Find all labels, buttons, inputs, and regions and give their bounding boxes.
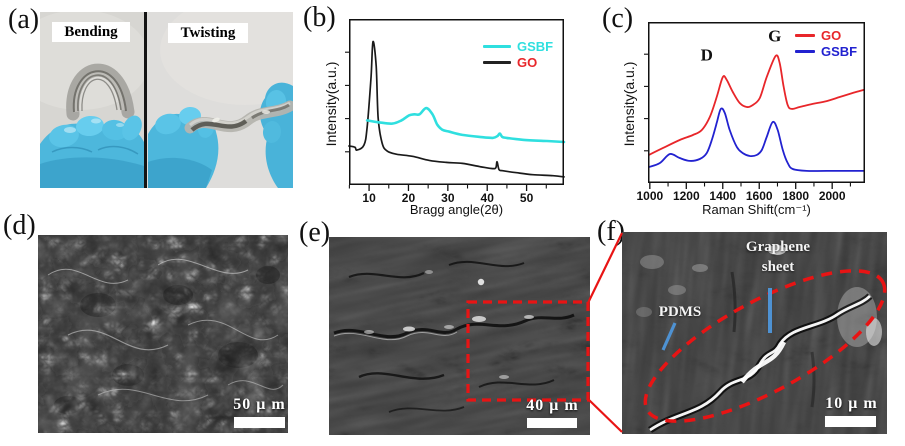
legend-item-GO: GO [795, 27, 857, 43]
x-tick-label: 1200 [673, 189, 700, 203]
panel-e-label: (e) [299, 217, 331, 248]
xrd-chart: 10 20 30 40 50 [345, 19, 566, 205]
raman-x-axis-label: Raman Shift(cm⁻¹) [702, 202, 811, 217]
x-tick-label: 1400 [709, 189, 736, 203]
sem-image-foam: 50 μ m [38, 235, 288, 433]
scale-bar-e [527, 418, 577, 428]
x-tick-label: 1800 [782, 189, 809, 203]
raman-chart: 1000 1200 1400 1600 1800 2000 D G [636, 22, 865, 203]
legend-label: GSBF [821, 43, 858, 59]
legend-line-sample [795, 33, 815, 37]
series-line-GO [348, 40, 565, 178]
graphene-region-ellipse [643, 269, 887, 423]
zoom-region-box [466, 300, 590, 402]
panel-c-label: (c) [602, 3, 634, 34]
x-tick-label: 30 [441, 191, 455, 205]
legend-line-sample [483, 60, 511, 64]
plot-frame [648, 22, 865, 183]
graphene-sheet-label: Graphene sheet [745, 239, 811, 275]
legend-item-GSBF: GSBF [483, 38, 553, 54]
series-line-GSBF [648, 107, 865, 172]
scale-bar-label-e: 40 μ m [526, 397, 579, 414]
xrd-x-axis-label: Bragg angle(2θ) [409, 202, 504, 217]
xrd-y-axis-label: Intensity(a.u.) [323, 61, 339, 147]
panel-b-label: (b) [303, 2, 336, 33]
twisting-caption: Twisting [168, 23, 248, 43]
legend-item-GO: GO [483, 54, 553, 70]
series-line-GSBF [365, 106, 566, 144]
scale-bar-d [234, 417, 285, 428]
legend-label: GO [517, 54, 538, 70]
sem-zoom-texture [622, 232, 887, 434]
x-tick-label: 20 [402, 191, 416, 205]
sem-image-composite: 40 μ m [329, 237, 590, 435]
series-line-GO [648, 54, 865, 156]
panel-a-label: (a) [8, 4, 40, 35]
bending-caption: Bending [52, 22, 130, 42]
raman-legend: GO GSBF [795, 27, 857, 59]
x-tick-label: 2000 [819, 189, 846, 203]
x-tick-label: 1600 [746, 189, 773, 203]
xrd-legend: GSBF GO [483, 38, 553, 70]
legend-label: GSBF [517, 38, 554, 54]
pdms-pointer-line [661, 322, 677, 351]
panel-a-photos: Bending Twisting [40, 12, 293, 188]
pdms-label: PDMS [658, 304, 702, 320]
legend-item-GSBF: GSBF [795, 43, 857, 59]
legend-line-sample [795, 49, 815, 53]
x-tick-label: 1000 [636, 189, 663, 203]
x-tick-label: 40 [481, 191, 495, 205]
legend-line-sample [483, 44, 511, 48]
x-tick-label: 10 [362, 191, 376, 205]
panel-d-label: (d) [3, 210, 36, 241]
x-tick-label: 50 [520, 191, 534, 205]
raman-y-axis-label: Intensity(a.u.) [621, 61, 637, 147]
legend-label: GO [821, 27, 842, 43]
plot-frame [349, 19, 564, 185]
peak-label-D: D [701, 46, 713, 65]
sem-foam-texture [38, 235, 288, 433]
sem-composite-texture [329, 237, 590, 435]
scale-bar-label-d: 50 μ m [233, 396, 286, 413]
panel-f-label: (f) [597, 216, 625, 247]
scale-bar-label-f: 10 μ m [825, 395, 878, 412]
peak-label-G: G [768, 26, 781, 45]
scale-bar-f [825, 416, 876, 427]
sem-image-zoom: Graphene sheet PDMS 10 μ m [622, 232, 887, 434]
